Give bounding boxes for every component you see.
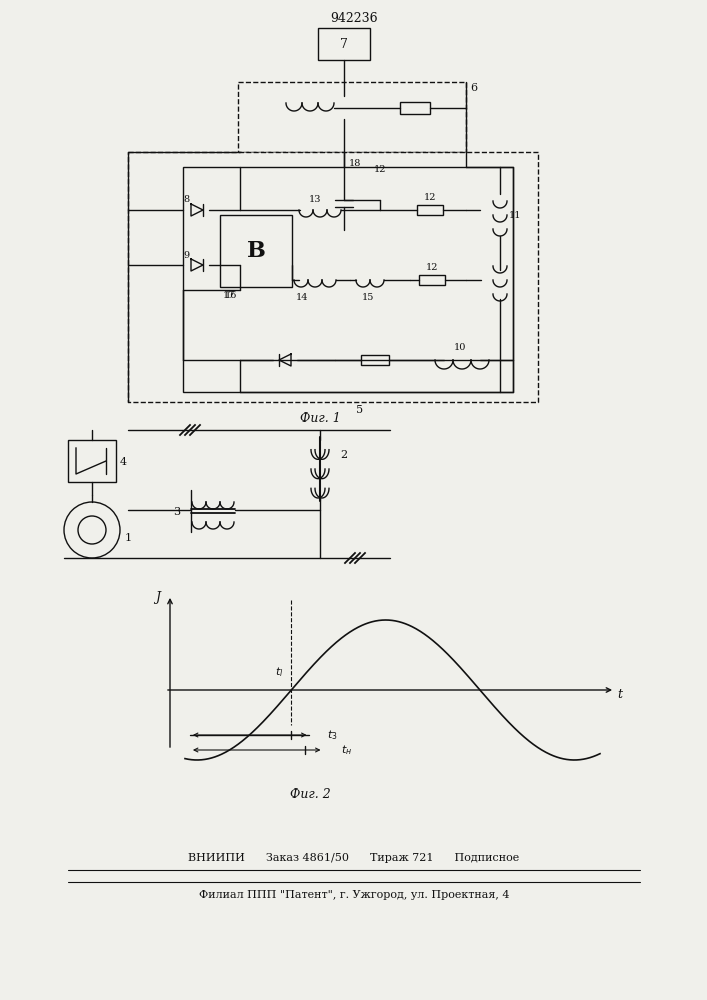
Bar xyxy=(220,215,292,287)
Text: 12: 12 xyxy=(426,263,438,272)
Text: 15: 15 xyxy=(362,292,374,302)
Text: Филиал ППП "Патент", г. Ужгород, ул. Проектная, 4: Филиал ППП "Патент", г. Ужгород, ул. Про… xyxy=(199,890,509,900)
Text: 18: 18 xyxy=(349,158,361,167)
Text: 14: 14 xyxy=(296,292,308,302)
Bar xyxy=(361,355,389,365)
Text: $t_н$: $t_н$ xyxy=(341,743,353,757)
Text: 10: 10 xyxy=(454,342,466,352)
Text: 13: 13 xyxy=(309,196,321,205)
Text: $t_l$: $t_l$ xyxy=(275,665,284,679)
Text: J: J xyxy=(156,590,160,603)
Text: $t_3$: $t_3$ xyxy=(327,728,338,742)
Text: 3: 3 xyxy=(173,507,180,517)
Bar xyxy=(183,167,513,392)
Text: 7: 7 xyxy=(340,37,348,50)
Text: 12: 12 xyxy=(374,165,386,174)
Bar xyxy=(318,28,370,60)
Bar xyxy=(238,82,466,152)
Text: 4: 4 xyxy=(120,457,127,467)
Text: 2: 2 xyxy=(340,450,347,460)
Text: 16: 16 xyxy=(225,290,238,300)
Text: 9: 9 xyxy=(183,250,189,259)
Bar xyxy=(128,152,538,402)
Bar xyxy=(400,102,430,114)
Bar xyxy=(417,205,443,215)
Text: 11: 11 xyxy=(509,211,521,220)
Text: Фиг. 2: Фиг. 2 xyxy=(290,788,330,802)
Bar xyxy=(68,440,116,482)
Text: 5: 5 xyxy=(356,405,363,415)
Text: Фиг. 1: Фиг. 1 xyxy=(300,412,340,424)
Text: B: B xyxy=(247,240,265,262)
Text: ВНИИПИ      Заказ 4861/50      Тираж 721      Подписное: ВНИИПИ Заказ 4861/50 Тираж 721 Подписное xyxy=(188,853,520,863)
Text: 6: 6 xyxy=(470,83,477,93)
Text: 17: 17 xyxy=(223,290,235,300)
Text: 8: 8 xyxy=(183,196,189,205)
Bar xyxy=(419,275,445,285)
Text: t: t xyxy=(617,688,622,702)
Text: 12: 12 xyxy=(423,194,436,202)
Text: 1: 1 xyxy=(125,533,132,543)
Text: 942236: 942236 xyxy=(330,11,378,24)
